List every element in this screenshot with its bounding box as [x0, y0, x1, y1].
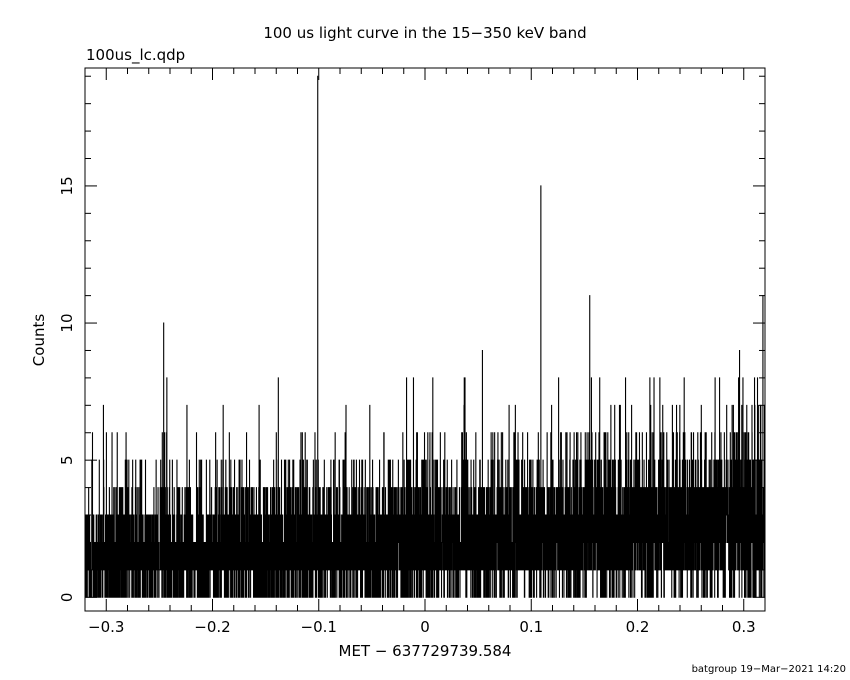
x-tick-label: −0.1	[301, 618, 337, 636]
footer-stamp: batgroup 19−Mar−2021 14:20	[692, 664, 846, 675]
y-axis-label: Counts	[30, 314, 48, 367]
x-tick-label: 0.2	[626, 618, 650, 636]
chart-title: 100 us light curve in the 15−350 keV ban…	[263, 24, 586, 42]
x-tick-label: 0.3	[732, 618, 756, 636]
plot-frame	[84, 67, 766, 612]
light-curve-line	[85, 75, 765, 598]
y-tick-label: 10	[58, 313, 76, 332]
y-tick-label: 15	[58, 176, 76, 195]
x-tick-label: 0.1	[519, 618, 543, 636]
x-tick-label: −0.3	[88, 618, 124, 636]
y-tick-label: 0	[58, 593, 76, 603]
light-curve-series	[85, 75, 765, 598]
x-tick-label: −0.2	[194, 618, 230, 636]
chart-subtitle: 100us_lc.qdp	[86, 46, 185, 65]
y-tick-label: 5	[58, 455, 76, 465]
x-axis-label: MET − 637729739.584	[339, 642, 512, 660]
axis-ticks: −0.3 −0.2 −0.1 0 0.1 0.2 0.3 0 5 10 15	[58, 68, 766, 636]
x-tick-label: 0	[420, 618, 430, 636]
